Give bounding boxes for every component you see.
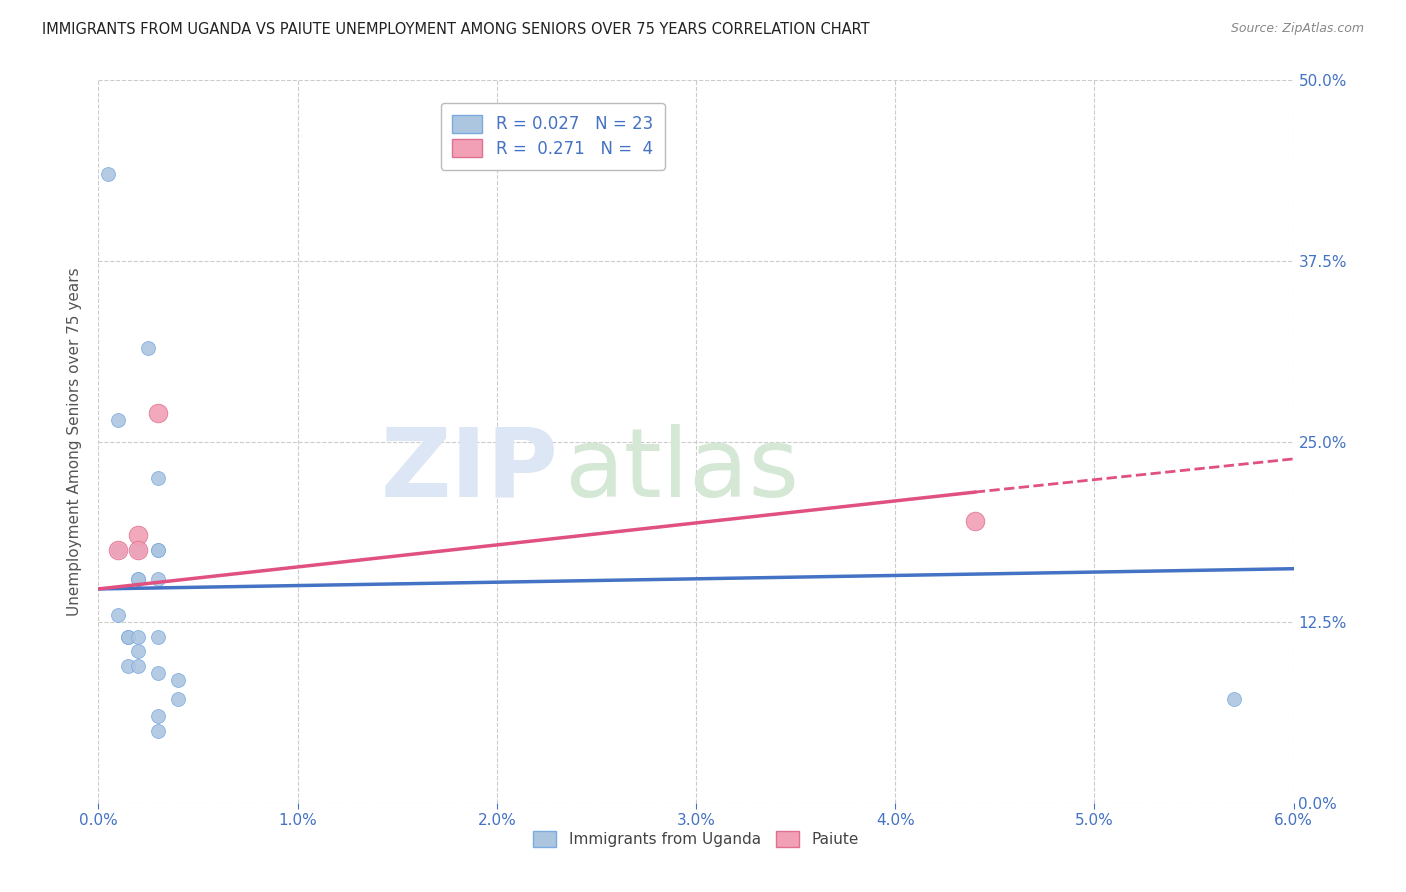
Point — [97, 167, 120, 181]
Point — [127, 528, 149, 542]
Text: atlas: atlas — [565, 424, 800, 517]
Text: Source: ZipAtlas.com: Source: ZipAtlas.com — [1230, 22, 1364, 36]
Point — [148, 470, 170, 484]
Point — [107, 413, 129, 427]
Point — [117, 630, 139, 644]
Text: ZIP: ZIP — [381, 424, 558, 517]
Point — [148, 542, 170, 557]
Point — [127, 572, 149, 586]
Point — [136, 341, 159, 355]
Point — [1223, 691, 1246, 706]
Point — [127, 572, 149, 586]
Point — [117, 658, 139, 673]
Point — [127, 542, 149, 557]
Point — [107, 542, 129, 557]
Point — [127, 542, 149, 557]
Point — [148, 572, 170, 586]
Point — [167, 691, 190, 706]
Legend: Immigrants from Uganda, Paiute: Immigrants from Uganda, Paiute — [527, 825, 865, 853]
Point — [127, 630, 149, 644]
Point — [148, 406, 170, 420]
Point — [148, 665, 170, 680]
Point — [148, 723, 170, 738]
Point — [107, 607, 129, 622]
Text: IMMIGRANTS FROM UGANDA VS PAIUTE UNEMPLOYMENT AMONG SENIORS OVER 75 YEARS CORREL: IMMIGRANTS FROM UGANDA VS PAIUTE UNEMPLO… — [42, 22, 870, 37]
Point — [167, 673, 190, 687]
Point — [107, 542, 129, 557]
Point — [117, 630, 139, 644]
Point — [148, 709, 170, 723]
Point — [148, 542, 170, 557]
Point — [127, 644, 149, 658]
Point — [148, 630, 170, 644]
Point — [127, 658, 149, 673]
Point — [963, 514, 986, 528]
Y-axis label: Unemployment Among Seniors over 75 years: Unemployment Among Seniors over 75 years — [67, 268, 83, 615]
